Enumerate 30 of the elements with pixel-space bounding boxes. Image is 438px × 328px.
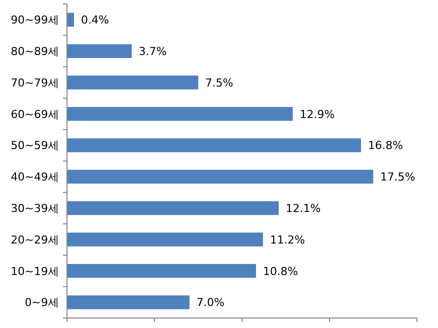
data-label: 7.0% <box>196 296 224 310</box>
data-label: 12.1% <box>286 202 321 215</box>
y-tick-label: 90~99세 <box>10 14 59 27</box>
data-label: 17.5% <box>380 170 416 184</box>
bar <box>67 170 374 184</box>
data-label: 10.8% <box>263 264 298 278</box>
y-tick-label: 0~9세 <box>24 296 59 310</box>
bar <box>67 201 279 216</box>
y-tick-label: 60~69세 <box>10 108 59 121</box>
bar <box>67 138 361 152</box>
y-tick-label: 80~89세 <box>10 44 59 58</box>
bar <box>67 44 132 58</box>
y-tick-label: 40~49세 <box>10 170 59 184</box>
y-tick-label: 30~39세 <box>10 202 59 215</box>
data-label: 12.9% <box>300 108 335 121</box>
data-label: 0.4% <box>81 14 109 27</box>
bar <box>67 106 293 121</box>
data-label: 7.5% <box>205 76 234 90</box>
data-label: 11.2% <box>270 233 305 246</box>
bar <box>67 76 198 90</box>
data-label: 3.7% <box>138 44 167 58</box>
data-label: 16.8% <box>368 139 403 152</box>
bar <box>67 12 74 27</box>
bar <box>67 232 263 246</box>
y-tick-label: 10~19세 <box>10 264 59 278</box>
y-tick-label: 50~59세 <box>10 139 59 152</box>
y-tick-label: 70~79세 <box>10 76 59 90</box>
bar <box>67 295 190 310</box>
bar <box>67 264 256 278</box>
y-tick-label: 20~29세 <box>10 233 59 246</box>
